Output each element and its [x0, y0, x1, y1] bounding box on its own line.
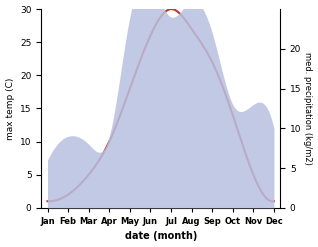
Y-axis label: med. precipitation (kg/m2): med. precipitation (kg/m2): [303, 52, 313, 165]
Y-axis label: max temp (C): max temp (C): [5, 77, 15, 140]
X-axis label: date (month): date (month): [125, 231, 197, 242]
